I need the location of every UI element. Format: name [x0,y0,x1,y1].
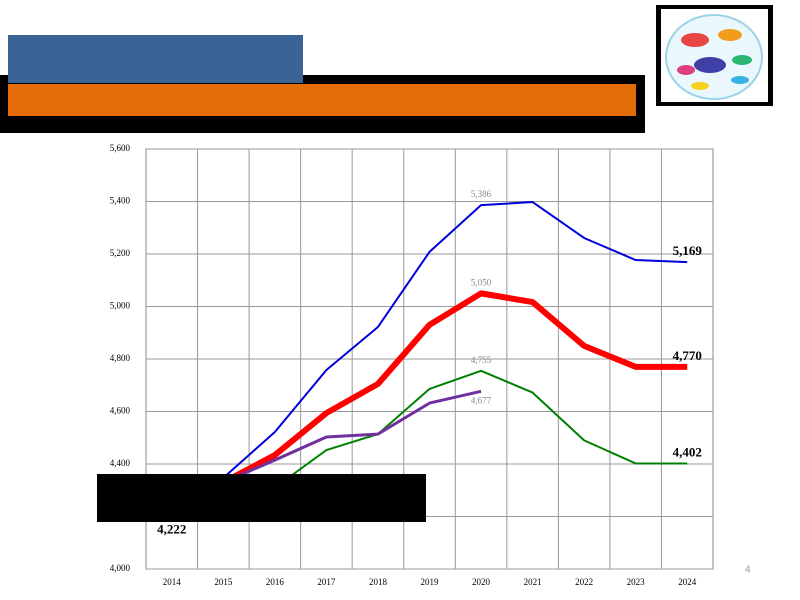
page-number: 4 [745,565,751,576]
x-tick-label: 2017 [317,577,336,587]
header-blue-bar [8,35,303,83]
x-tick-label: 2019 [421,577,440,587]
series-line [170,290,688,514]
x-tick-label: 2023 [627,577,646,587]
y-tick-label: 5,600 [110,143,131,153]
header-orange-bar [8,84,636,116]
data-label: 4,402 [673,444,702,459]
y-tick-label: 5,400 [110,196,131,206]
x-tick-label: 2022 [575,577,593,587]
x-tick-label: 2020 [472,577,491,587]
data-label: 5,169 [673,243,703,258]
data-label: 4,677 [471,395,492,405]
data-label: 4,755 [471,355,492,365]
fishbowl-logo [656,5,773,106]
y-tick-label: 4,400 [110,458,131,468]
data-label: 4,222 [157,522,186,537]
y-tick-label: 5,200 [110,248,131,258]
x-tick-label: 2014 [163,577,182,587]
x-tick-label: 2021 [524,577,542,587]
x-tick-label: 2016 [266,577,285,587]
y-tick-label: 4,800 [110,353,131,363]
data-label: 5,050 [471,277,492,287]
y-tick-label: 5,000 [110,301,131,311]
redaction-box [97,474,426,522]
y-tick-label: 4,000 [110,563,131,573]
data-label: 5,386 [471,189,492,199]
x-tick-label: 2018 [369,577,388,587]
series-line [171,201,688,512]
data-label: 4,770 [673,348,702,363]
x-tick-label: 2024 [678,577,697,587]
x-tick-label: 2015 [214,577,233,587]
y-tick-label: 4,600 [110,406,131,416]
